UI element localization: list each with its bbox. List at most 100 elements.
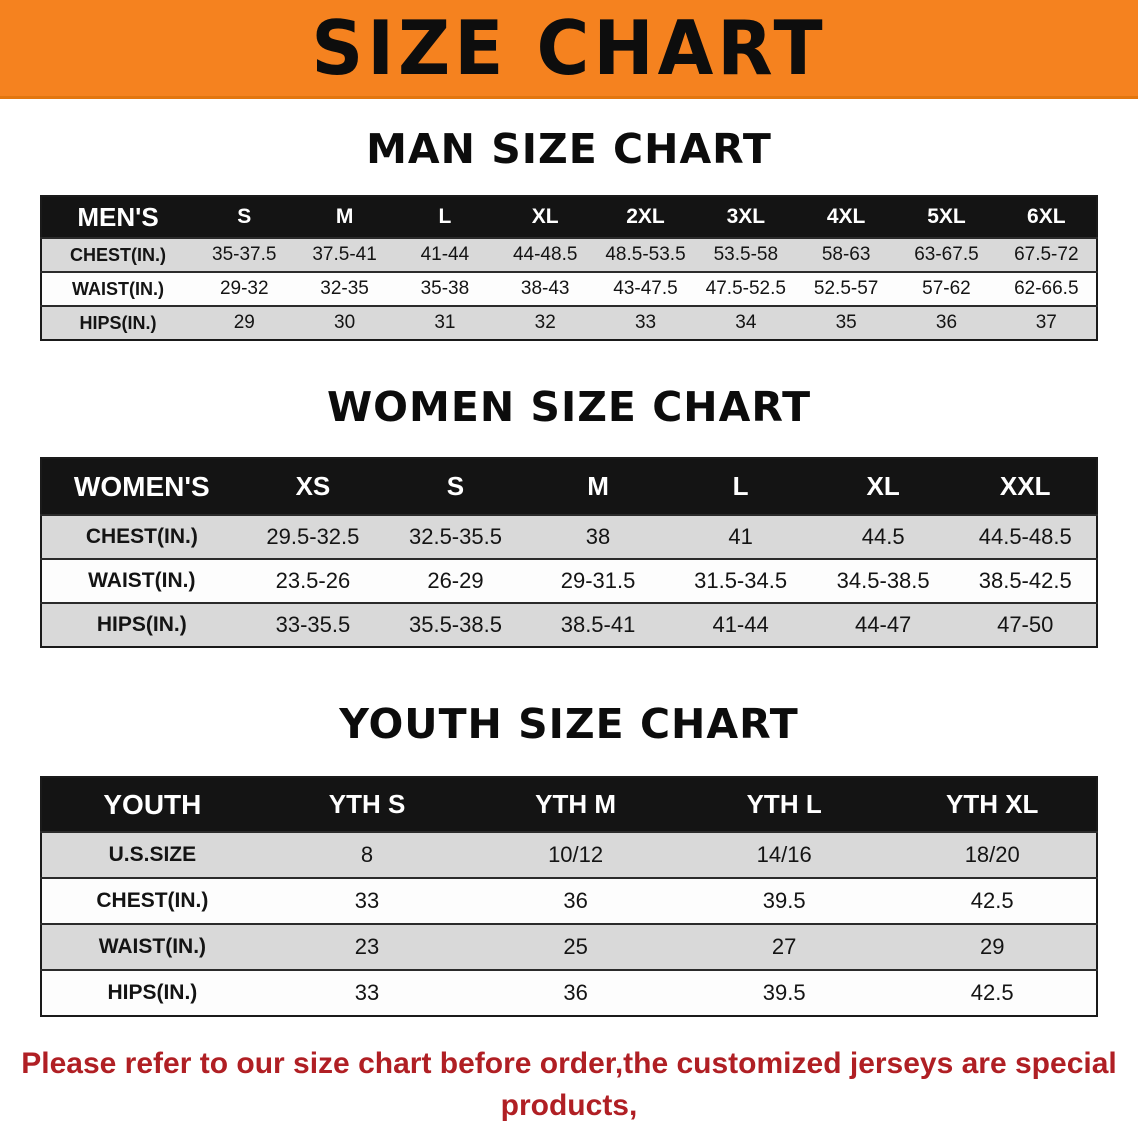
size-value: 33-35.5 bbox=[241, 602, 385, 647]
size-value: 29-31.5 bbox=[526, 558, 670, 603]
women-section-heading: WOMEN SIZE CHART bbox=[326, 383, 812, 431]
women-size-chart-section: WOMEN SIZE CHART WOMEN'S XS S M L XL XXL CHEST(… bbox=[0, 341, 1138, 648]
table-row: HIPS(IN.) 29 30 31 32 33 34 35 36 37 bbox=[41, 305, 1097, 340]
size-value: 35 bbox=[795, 305, 897, 340]
size-column-header: 3XL bbox=[695, 196, 796, 238]
table-row: HIPS(IN.) 33-35.5 35.5-38.5 38.5-41 41-44 44-… bbox=[41, 602, 1097, 647]
size-value: 23.5-26 bbox=[241, 558, 385, 603]
row-label: WAIST(IN.) bbox=[41, 558, 242, 603]
women-size-table: WOMEN'S XS S M L XL XXL CHEST(IN.) 29.5-32.5 32.5… bbox=[40, 457, 1098, 648]
row-label: U.S.SIZE bbox=[41, 831, 263, 878]
size-column-header: S bbox=[384, 458, 527, 515]
size-value: 36 bbox=[896, 305, 997, 340]
disclaimer-line-1: Please refer to our size chart before or… bbox=[21, 1047, 1117, 1122]
size-column-header: XL bbox=[495, 196, 596, 238]
table-row: CHEST(IN.) 33 36 39.5 42.5 bbox=[41, 877, 1097, 924]
size-value: 43-47.5 bbox=[595, 271, 696, 306]
size-value: 37.5-41 bbox=[294, 237, 395, 272]
row-label: HIPS(IN.) bbox=[41, 969, 263, 1016]
table-header-row: WOMEN'S XS S M L XL XXL bbox=[41, 458, 1097, 515]
size-value: 35.5-38.5 bbox=[384, 602, 527, 647]
size-column-header: 5XL bbox=[896, 196, 997, 238]
size-value: 29 bbox=[888, 923, 1097, 970]
table-title-cell: YOUTH bbox=[41, 777, 263, 832]
size-value: 37 bbox=[996, 305, 1097, 340]
size-value: 36 bbox=[471, 877, 680, 924]
size-column-header: YTH L bbox=[679, 777, 889, 832]
size-value: 35-38 bbox=[394, 271, 496, 306]
size-column-header: YTH XL bbox=[888, 777, 1097, 832]
size-column-header: XL bbox=[811, 458, 955, 515]
men-section-heading: MAN SIZE CHART bbox=[366, 125, 772, 173]
size-value: 34.5-38.5 bbox=[811, 558, 955, 603]
size-value: 38.5-42.5 bbox=[954, 558, 1097, 603]
size-value: 27 bbox=[679, 923, 889, 970]
size-value: 44-48.5 bbox=[495, 237, 596, 272]
size-value: 63-67.5 bbox=[896, 237, 997, 272]
table-row: HIPS(IN.) 33 36 39.5 42.5 bbox=[41, 969, 1097, 1016]
size-value: 33 bbox=[262, 969, 472, 1016]
size-value: 47-50 bbox=[954, 602, 1097, 647]
row-label: WAIST(IN.) bbox=[41, 271, 195, 306]
size-value: 47.5-52.5 bbox=[695, 271, 796, 306]
size-value: 53.5-58 bbox=[695, 237, 796, 272]
size-value: 38 bbox=[526, 514, 670, 559]
youth-size-chart-section: YOUTH SIZE CHART YOUTH YTH S YTH M YTH L YTH… bbox=[0, 648, 1138, 1017]
size-value: 18/20 bbox=[888, 831, 1097, 878]
size-column-header: 6XL bbox=[996, 196, 1097, 238]
size-value: 32.5-35.5 bbox=[384, 514, 527, 559]
size-value: 29.5-32.5 bbox=[241, 514, 385, 559]
size-value: 41 bbox=[669, 514, 812, 559]
table-row: WAIST(IN.) 29-32 32-35 35-38 38-43 43-47.5 47.… bbox=[41, 271, 1097, 306]
men-size-chart-section: MAN SIZE CHART MEN'S S M L XL 2XL 3XL 4XL 5XL 6XL… bbox=[0, 99, 1138, 341]
row-label: CHEST(IN.) bbox=[41, 237, 195, 272]
size-value: 26-29 bbox=[384, 558, 527, 603]
size-column-header: XS bbox=[241, 458, 385, 515]
table-row: WAIST(IN.) 23 25 27 29 bbox=[41, 923, 1097, 970]
size-column-header: YTH S bbox=[262, 777, 472, 832]
table-title-cell: MEN'S bbox=[41, 196, 195, 238]
size-value: 57-62 bbox=[896, 271, 997, 306]
size-value: 35-37.5 bbox=[194, 237, 295, 272]
size-column-header: M bbox=[526, 458, 670, 515]
size-column-header: S bbox=[194, 196, 295, 238]
size-value: 29 bbox=[194, 305, 295, 340]
row-label: CHEST(IN.) bbox=[41, 877, 263, 924]
size-value: 10/12 bbox=[471, 831, 680, 878]
size-value: 29-32 bbox=[194, 271, 295, 306]
row-label: HIPS(IN.) bbox=[41, 602, 242, 647]
youth-size-table: YOUTH YTH S YTH M YTH L YTH XL U.S.SIZE 8 10/12… bbox=[40, 776, 1098, 1017]
table-row: CHEST(IN.) 29.5-32.5 32.5-35.5 38 41 44.5 44.5… bbox=[41, 514, 1097, 559]
size-column-header: L bbox=[394, 196, 496, 238]
table-row: U.S.SIZE 8 10/12 14/16 18/20 bbox=[41, 831, 1097, 878]
row-label: CHEST(IN.) bbox=[41, 514, 242, 559]
size-value: 38-43 bbox=[495, 271, 596, 306]
table-header-row: MEN'S S M L XL 2XL 3XL 4XL 5XL 6XL bbox=[41, 196, 1097, 238]
banner-title: SIZE CHART bbox=[311, 4, 827, 92]
size-value: 38.5-41 bbox=[526, 602, 670, 647]
youth-section-heading: YOUTH SIZE CHART bbox=[339, 700, 799, 748]
size-column-header: 2XL bbox=[595, 196, 696, 238]
size-value: 52.5-57 bbox=[795, 271, 897, 306]
size-column-header: 4XL bbox=[795, 196, 897, 238]
size-value: 48.5-53.5 bbox=[595, 237, 696, 272]
size-value: 31.5-34.5 bbox=[669, 558, 812, 603]
size-value: 42.5 bbox=[888, 877, 1097, 924]
row-label: WAIST(IN.) bbox=[41, 923, 263, 970]
size-value: 42.5 bbox=[888, 969, 1097, 1016]
disclaimer-note: Please refer to our size chart before or… bbox=[0, 1043, 1138, 1132]
size-value: 30 bbox=[294, 305, 395, 340]
size-column-header: L bbox=[669, 458, 812, 515]
size-value: 44-47 bbox=[811, 602, 955, 647]
size-value: 41-44 bbox=[669, 602, 812, 647]
size-value: 32-35 bbox=[294, 271, 395, 306]
size-value: 23 bbox=[262, 923, 472, 970]
size-column-header: M bbox=[294, 196, 395, 238]
disclaimer-line-2: we don't accept cancel, change, teturn o… bbox=[0, 1127, 1138, 1132]
size-value: 25 bbox=[471, 923, 680, 970]
size-value: 39.5 bbox=[679, 877, 889, 924]
size-value: 44.5 bbox=[811, 514, 955, 559]
size-value: 14/16 bbox=[679, 831, 889, 878]
size-value: 31 bbox=[394, 305, 496, 340]
